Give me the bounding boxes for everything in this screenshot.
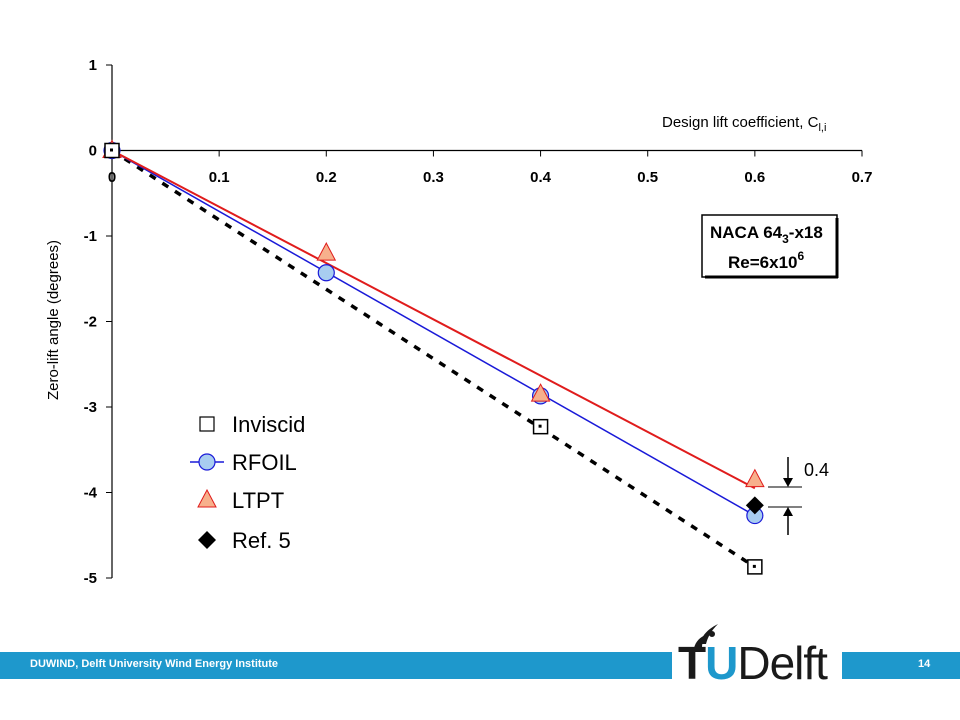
ref5-marker	[198, 531, 216, 549]
y-tick-label: -1	[84, 228, 97, 245]
y-tick-label: -4	[84, 485, 98, 502]
logo-u: U	[705, 637, 738, 689]
x-tick-label: 0.1	[209, 169, 230, 186]
rfoil-marker	[317, 264, 335, 282]
legend-label: RFOIL	[232, 450, 297, 475]
ltpt-line	[111, 149, 756, 490]
logo-t: T	[678, 637, 706, 689]
ltpt-marker	[316, 242, 337, 261]
x-tick-label: 0	[108, 169, 116, 186]
legend-label: Ref. 5	[232, 528, 291, 553]
legend-label: Inviscid	[232, 412, 305, 437]
zero-lift-angle-chart: 0 0.1 0.2 0.3 0.4 0.5 0.6 0.7 1 0 -1 -2 -3 -4 -5 Desig…	[45, 57, 873, 587]
y-tick-label: -3	[84, 399, 97, 416]
x-tick-label: 0.7	[852, 169, 873, 186]
x-tick-label: 0.2	[316, 169, 337, 186]
y-tick-label: -2	[84, 314, 97, 331]
inviscid-marker-dot	[110, 148, 113, 152]
page-number: 14	[918, 658, 931, 670]
info-box-line1: NACA 643-x18	[710, 223, 823, 246]
flame-icon	[694, 624, 718, 648]
ltpt-marker	[530, 383, 551, 402]
info-box: NACA 643-x18 Re=6x106	[701, 214, 839, 279]
x-axis-title: Design lift coefficient, Cl,i	[662, 114, 826, 134]
ltpt-marker	[745, 468, 765, 488]
annotation-label: 0.4	[804, 460, 829, 480]
legend-inviscid-marker	[199, 416, 215, 432]
logo-text: TUDelft	[678, 636, 828, 690]
inviscid-marker-dot	[538, 424, 542, 428]
tudelft-logo	[672, 620, 842, 685]
y-tick-label: 0	[89, 143, 97, 160]
inviscid-marker-dot	[752, 564, 756, 568]
ref5-marker	[745, 496, 764, 515]
logo-delft: Delft	[737, 637, 828, 689]
axes: 0 0.1 0.2 0.3 0.4 0.5 0.6 0.7 1 0 -1 -2 -3 -4 -5	[84, 57, 873, 587]
x-tick-label: 0.4	[530, 169, 552, 186]
annotation-0-4: 0.4	[768, 457, 829, 535]
ltpt-marker	[197, 488, 217, 508]
rfoil-line	[111, 149, 756, 517]
y-tick-label: 1	[89, 57, 97, 74]
x-tick-label: 0.3	[423, 169, 444, 186]
legend: Inviscid RFOIL LTPT Ref. 5	[190, 412, 305, 553]
footer-text: DUWIND, Delft University Wind Energy Ins…	[30, 658, 279, 670]
y-tick-label: -5	[84, 570, 97, 587]
rfoil-marker	[198, 453, 216, 471]
x-tick-label: 0.6	[744, 169, 765, 186]
x-tick-label: 0.5	[637, 169, 658, 186]
legend-label: LTPT	[232, 488, 284, 513]
info-box-line2: Re=6x106	[728, 249, 804, 272]
y-axis-title: Zero-lift angle (degrees)	[45, 240, 62, 400]
x-axis-title-sub: l,i	[818, 122, 826, 134]
series-layer	[102, 139, 765, 575]
